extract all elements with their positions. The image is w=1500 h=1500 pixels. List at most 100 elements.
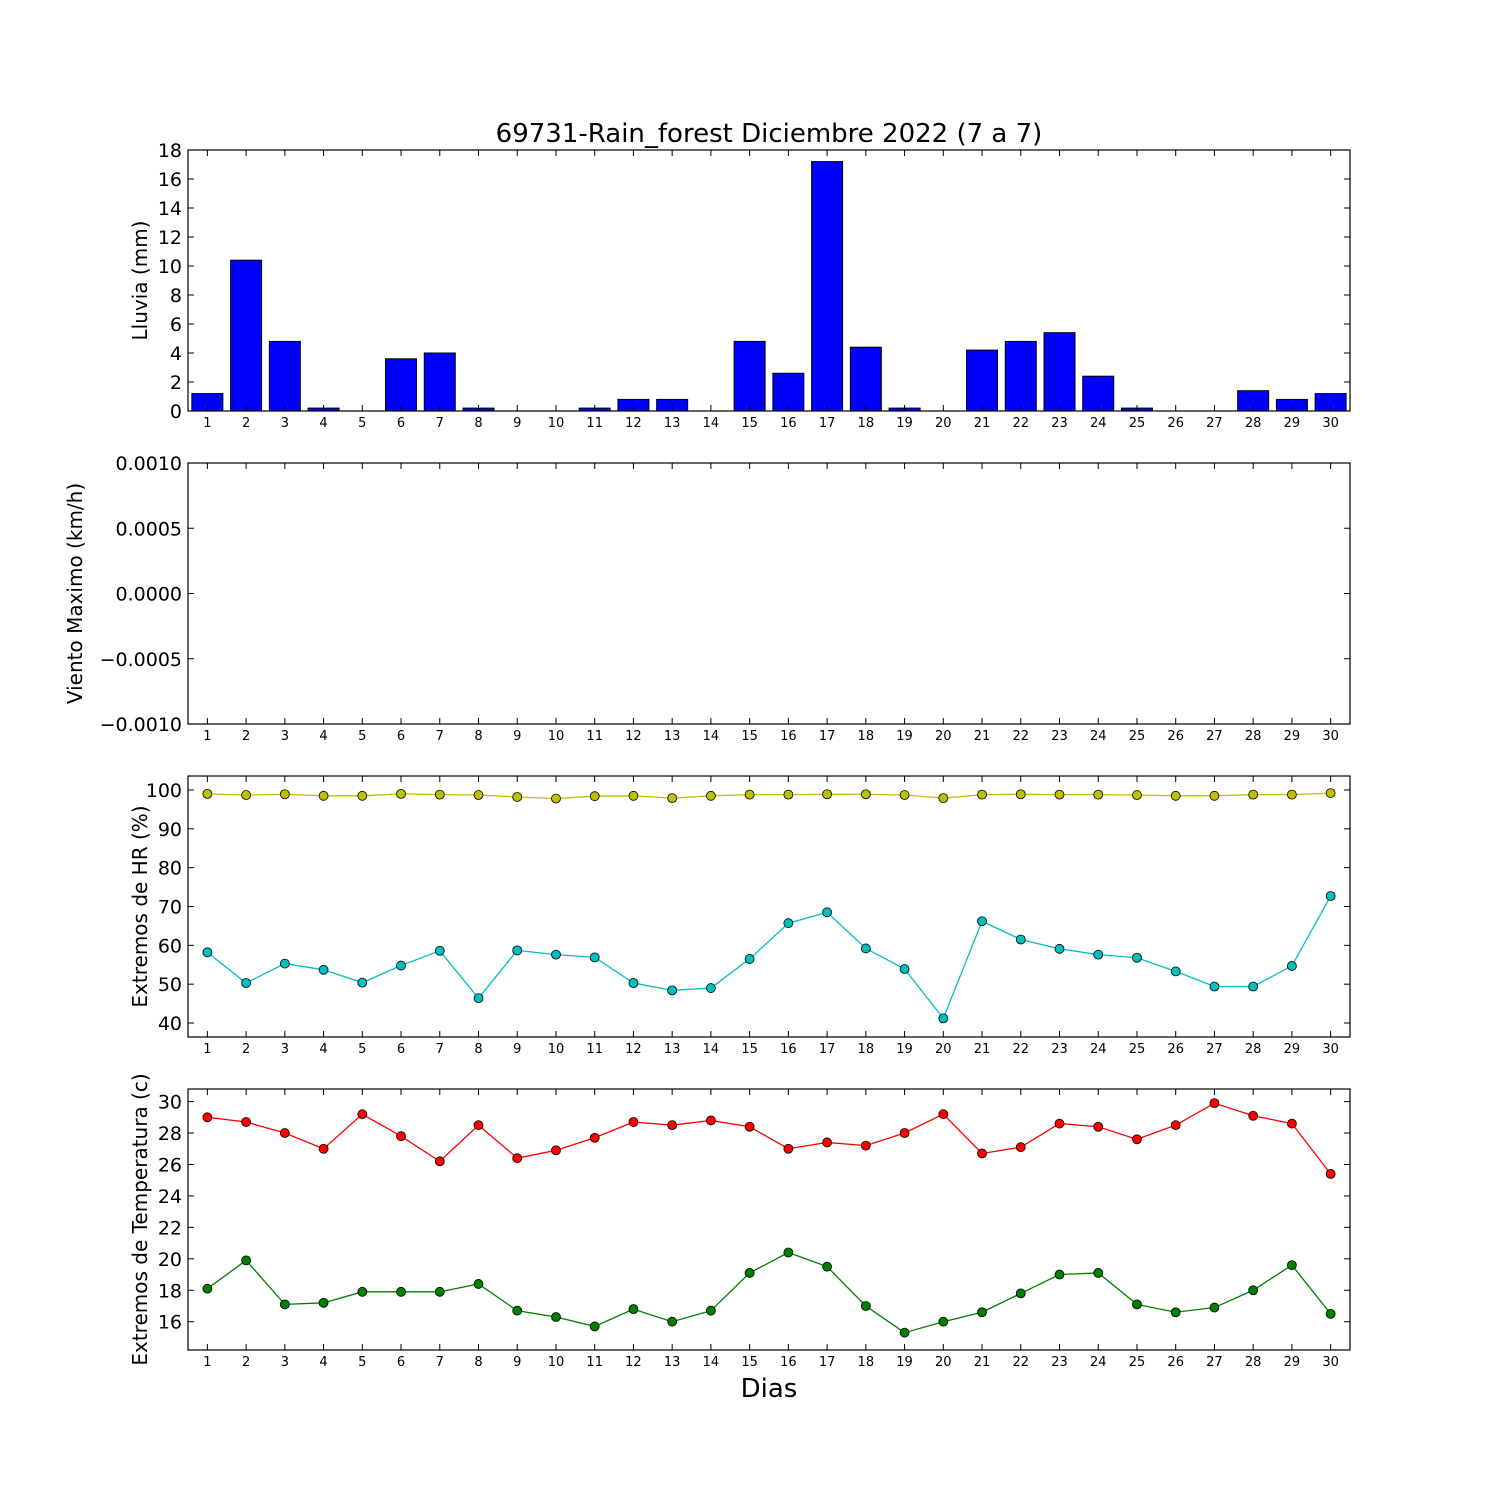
- xtick-label: 14: [703, 1042, 720, 1057]
- series-1-point-day-30: [1325, 788, 1336, 798]
- series-2-point-day-28: [1248, 981, 1259, 992]
- series-2-point-day-28: [1248, 1285, 1259, 1296]
- xtick-label: 2: [242, 1042, 250, 1057]
- bar-day-17: [811, 161, 844, 412]
- series-1-point-day-18: [860, 1140, 871, 1151]
- xtick-label: 26: [1167, 1042, 1184, 1057]
- series-1-point-day-11: [589, 791, 600, 802]
- series-2-point-day-4: [318, 964, 329, 975]
- xtick-label: 30: [1322, 729, 1339, 744]
- series-1-point-day-21: [977, 789, 987, 800]
- bar-day-23: [1043, 332, 1076, 412]
- series-2-point-day-25: [1132, 1299, 1142, 1310]
- series-2-point-day-23: [1054, 1269, 1065, 1280]
- series-2-point-day-17: [822, 907, 832, 918]
- series-2-point-day-20: [938, 1316, 949, 1327]
- plot-frame: [187, 149, 1351, 412]
- xtick-label: 26: [1167, 729, 1184, 744]
- series-2-point-day-3: [279, 958, 290, 969]
- series-1-point-day-23: [1054, 789, 1065, 800]
- xtick-label: 10: [548, 416, 565, 431]
- series-1-point-day-26: [1170, 1120, 1181, 1131]
- ytick-label: 30: [158, 1092, 182, 1114]
- xtick-label: 8: [474, 416, 482, 431]
- xtick-label: 16: [780, 1355, 797, 1370]
- xtick-label: 20: [935, 729, 952, 744]
- plot-frame: [187, 462, 1351, 725]
- xtick-label: 25: [1129, 1355, 1146, 1370]
- xtick-label: 26: [1167, 1355, 1184, 1370]
- xtick-label: 12: [625, 729, 642, 744]
- series-1-point-day-22: [1015, 789, 1026, 800]
- series-2-point-day-25: [1132, 952, 1142, 963]
- series-2-point-day-29: [1287, 961, 1297, 971]
- series-2-point-day-15: [744, 1268, 755, 1278]
- xtick-label: 15: [741, 1355, 758, 1370]
- series-1-point-day-14: [706, 790, 716, 801]
- series-1-point-day-11: [589, 1132, 600, 1143]
- series-1-point-day-12: [628, 1117, 639, 1127]
- xtick-label: 28: [1245, 729, 1262, 744]
- bar-day-15: [733, 340, 766, 412]
- series-2-point-day-24: [1093, 1268, 1104, 1278]
- ytick-label: 80: [158, 858, 182, 880]
- series-2-point-day-14: [706, 983, 716, 993]
- series-1-point-day-30: [1325, 1169, 1336, 1179]
- series-2-point-day-8: [473, 993, 484, 1004]
- series-2-point-day-13: [667, 1316, 678, 1327]
- xtick-label: 1: [203, 416, 211, 431]
- series-1-point-day-29: [1287, 789, 1297, 800]
- y-axis-label: Lluvia (mm): [128, 221, 152, 341]
- xtick-label: 13: [664, 729, 681, 744]
- series-2-point-day-19: [899, 964, 910, 974]
- ytick-label: 0: [170, 401, 182, 423]
- y-axis-label: Extremos de HR (%): [128, 805, 152, 1007]
- series-2-point-day-11: [589, 1321, 600, 1332]
- series-2-point-day-22: [1015, 1288, 1026, 1299]
- ytick-label: 2: [170, 372, 182, 394]
- series-2-point-day-30: [1325, 1308, 1336, 1319]
- xtick-label: 25: [1129, 416, 1146, 431]
- series-2-point-day-7: [434, 1286, 445, 1297]
- xtick-label: 5: [358, 729, 366, 744]
- xtick-label: 19: [896, 1355, 913, 1370]
- series-1-point-day-24: [1093, 789, 1104, 800]
- series-2-point-day-19: [899, 1327, 910, 1338]
- xtick-label: 27: [1206, 416, 1223, 431]
- series-2-point-day-12: [628, 1304, 639, 1315]
- xtick-label: 3: [281, 1042, 289, 1057]
- ytick-label: 10: [158, 256, 182, 278]
- series-2-point-day-18: [860, 1301, 871, 1311]
- series-2-point-day-1: [202, 1283, 213, 1294]
- ytick-label: 18: [158, 1280, 182, 1302]
- series-1-point-day-4: [318, 1143, 329, 1154]
- xtick-label: 16: [780, 1042, 797, 1057]
- ytick-label: 6: [170, 314, 182, 336]
- series-1-point-day-16: [783, 789, 794, 800]
- ytick-label: 8: [170, 285, 182, 307]
- xtick-label: 8: [474, 729, 482, 744]
- xtick-label: 19: [896, 1042, 913, 1057]
- ytick-label: 4: [170, 343, 182, 365]
- bar-day-21: [966, 349, 999, 412]
- series-1-point-day-9: [512, 792, 523, 802]
- xtick-label: 11: [586, 729, 603, 744]
- series-2-point-day-17: [822, 1261, 832, 1272]
- xtick-label: 17: [819, 1355, 836, 1370]
- series-2-point-day-29: [1287, 1260, 1297, 1270]
- xtick-label: 22: [1012, 729, 1029, 744]
- ytick-label: −0.0005: [100, 649, 182, 671]
- xtick-label: 21: [974, 416, 991, 431]
- xtick-label: 26: [1167, 416, 1184, 431]
- series-2-point-day-9: [512, 1305, 523, 1316]
- series-line-2: [206, 1251, 1332, 1334]
- xtick-label: 17: [819, 729, 836, 744]
- ytick-label: 28: [158, 1123, 182, 1145]
- series-2-point-day-22: [1015, 934, 1026, 945]
- series-line-1: [207, 1102, 1332, 1175]
- xtick-label: 11: [586, 416, 603, 431]
- xtick-label: 5: [358, 416, 366, 431]
- xtick-label: 4: [319, 729, 327, 744]
